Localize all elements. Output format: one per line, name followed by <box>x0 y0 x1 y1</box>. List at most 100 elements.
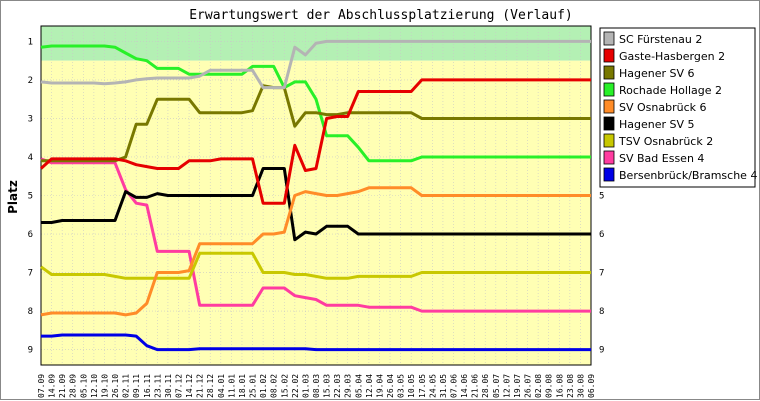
x-tick-label: 22.02 <box>291 374 300 398</box>
series-line <box>40 186 591 317</box>
series-line <box>39 78 591 205</box>
x-tick-label: 25.01 <box>249 374 258 398</box>
x-tick-label: 16.08 <box>555 374 564 398</box>
plot-area: 11223344556677889907.0914.0921.0928.0905… <box>28 25 604 398</box>
x-tick-label: 30.11 <box>164 374 173 398</box>
x-tick-label: 14.06 <box>460 374 469 398</box>
y-tick-label-left: 1 <box>28 37 33 47</box>
x-tick-label: 29.03 <box>344 374 353 398</box>
y-tick-label-right: 9 <box>599 346 604 356</box>
legend-swatch <box>603 65 615 80</box>
x-tick-label: 14.12 <box>185 374 194 398</box>
x-tick-label: 14.09 <box>48 374 57 398</box>
x-tick-label: 28.09 <box>69 374 78 398</box>
x-tick-label: 02.11 <box>122 374 131 398</box>
x-tick-label: 15.02 <box>280 374 289 398</box>
legend-swatch <box>603 48 615 63</box>
legend-label: TSV Osnabrück 2 <box>618 135 713 148</box>
y-tick-label-right: 7 <box>599 269 604 279</box>
legend-swatch <box>603 150 615 165</box>
x-tick-label: 31.05 <box>439 374 448 398</box>
y-tick-label-right: 5 <box>599 192 604 202</box>
series-line <box>41 167 591 242</box>
y-tick-label-left: 2 <box>28 76 33 86</box>
x-tick-label: 09.08 <box>545 374 554 398</box>
x-tick-label: 05.04 <box>354 374 363 398</box>
x-tick-label: 08.02 <box>270 374 279 398</box>
x-tick-label: 15.03 <box>323 374 332 398</box>
x-tick-label: 12.04 <box>365 374 374 398</box>
y-tick-label-left: 8 <box>28 307 33 317</box>
legend-label: Bersenbrück/Bramsche 4 <box>619 169 757 182</box>
x-tick-label: 06.09 <box>587 374 596 398</box>
x-tick-label: 26.10 <box>111 374 120 398</box>
legend-swatch <box>603 116 615 131</box>
x-tick-label: 21.09 <box>58 374 67 398</box>
x-tick-label: 21.06 <box>471 374 480 398</box>
x-tick-label: 10.05 <box>407 374 416 398</box>
x-tick-label: 23.11 <box>153 374 162 398</box>
legend-box <box>599 27 756 188</box>
legend-label: Rochade Hollage 2 <box>619 84 722 97</box>
x-tick-label: 03.05 <box>397 374 406 398</box>
x-tick-label: 12.07 <box>502 374 511 398</box>
legend-label: Gaste-Hasbergen 2 <box>619 50 725 63</box>
legend-label: SV Osnabrück 6 <box>619 101 707 114</box>
legend-label: SC Fürstenau 2 <box>619 33 702 46</box>
legend-swatch <box>603 82 615 97</box>
x-tick-label: 12.10 <box>90 374 99 398</box>
series-line <box>41 84 591 163</box>
legend-label: Hagener SV 5 <box>619 118 695 131</box>
y-tick-label-left: 3 <box>28 114 33 124</box>
x-tick-label: 16.11 <box>143 374 152 398</box>
x-tick-label: 02.08 <box>534 374 543 398</box>
x-tick-label: 26.04 <box>386 374 395 398</box>
x-tick-label: 19.07 <box>513 374 522 398</box>
x-tick-label: 07.09 <box>37 374 46 398</box>
x-tick-label: 30.08 <box>576 374 585 398</box>
x-tick-label: 04.01 <box>217 374 226 398</box>
x-tick-label: 01.02 <box>259 374 268 398</box>
x-tick-label: 08.03 <box>312 374 321 398</box>
chart-title: Erwartungswert der Abschlussplatzierung … <box>189 8 573 23</box>
legend-swatch <box>603 133 615 148</box>
series-line <box>40 44 591 163</box>
x-tick-label: 19.10 <box>100 374 109 398</box>
x-tick-label: 11.01 <box>227 374 236 398</box>
x-tick-label: 17.05 <box>418 374 427 398</box>
y-tick-label-left: 5 <box>28 192 33 202</box>
x-tick-label: 28.12 <box>206 374 215 398</box>
y-axis-label: Platz <box>6 180 20 214</box>
x-tick-label: 28.06 <box>481 374 490 398</box>
x-tick-label: 01.03 <box>301 374 310 398</box>
y-tick-label-right: 6 <box>599 230 604 240</box>
x-tick-label: 26.07 <box>524 374 533 398</box>
series-line <box>40 157 591 313</box>
x-tick-label: 18.01 <box>238 374 247 398</box>
legend-label: Hagener SV 6 <box>619 67 695 80</box>
y-tick-label-left: 7 <box>28 269 33 279</box>
x-tick-label: 05.10 <box>79 374 88 398</box>
legend: SC Fürstenau 2 Gaste-Hasbergen 2 Hagener S… <box>599 27 757 188</box>
x-tick-label: 05.07 <box>492 374 501 398</box>
legend-swatch <box>603 31 615 46</box>
series-line <box>41 333 591 352</box>
x-tick-label: 24.05 <box>428 374 437 398</box>
legend-swatch <box>603 167 615 182</box>
series-line <box>40 251 591 280</box>
legend-swatch <box>603 99 615 114</box>
y-tick-label-left: 4 <box>28 153 33 163</box>
x-tick-label: 07.06 <box>450 374 459 398</box>
series-line <box>40 39 591 90</box>
x-tick-label: 23.08 <box>566 374 575 398</box>
x-tick-label: 19.04 <box>375 374 384 398</box>
x-tick-label: 22.03 <box>333 374 342 398</box>
y-tick-label-left: 6 <box>28 230 33 240</box>
x-tick-label: 09.11 <box>132 374 141 398</box>
y-tick-label-left: 9 <box>28 346 33 356</box>
x-tick-label: 07.12 <box>175 374 184 398</box>
y-tick-label-right: 8 <box>599 307 604 317</box>
legend-label: SV Bad Essen 4 <box>619 152 704 165</box>
